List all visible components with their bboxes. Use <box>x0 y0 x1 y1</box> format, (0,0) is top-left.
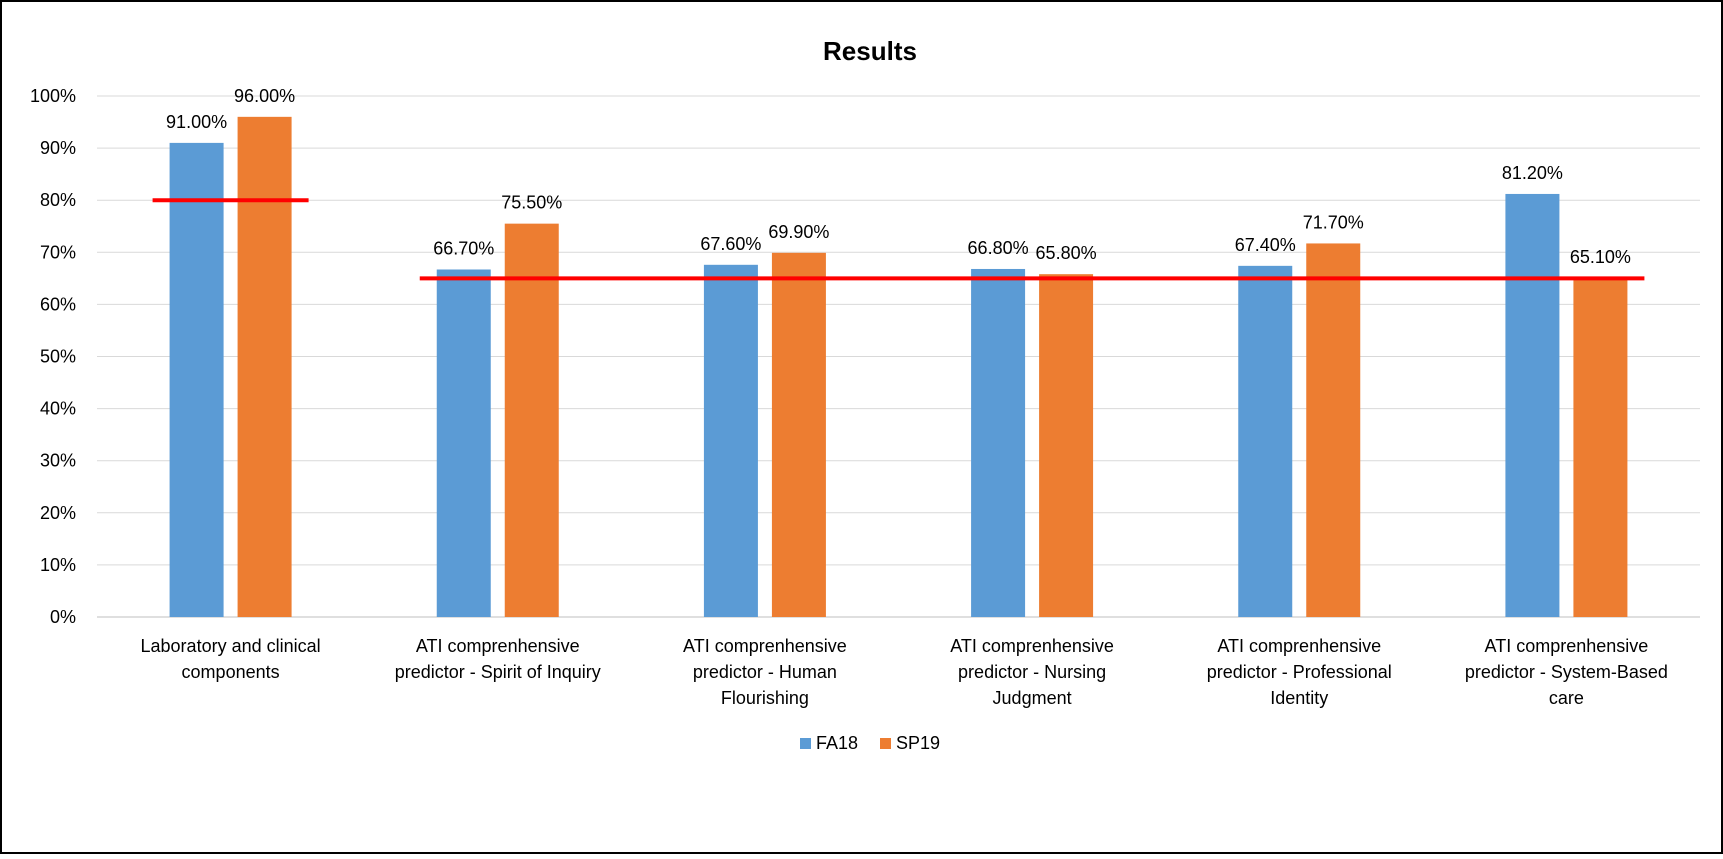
data-label-sp19-2: 69.90% <box>768 222 829 242</box>
bar-sp19-5 <box>1573 277 1628 617</box>
x-axis-categories: Laboratory and clinical components ATI com… <box>141 636 1668 708</box>
y-tick-label: 80% <box>40 190 76 210</box>
legend-swatch-sp19 <box>880 738 891 749</box>
bar-sp19-1 <box>504 223 559 617</box>
bar-sp19-2 <box>771 252 826 618</box>
data-label-fa18-0: 91.00% <box>166 112 227 132</box>
benchmark-lines <box>152 198 1645 281</box>
bar-fa18-5 <box>1505 193 1560 617</box>
y-tick-label: 100% <box>30 86 76 106</box>
data-label-sp19-4: 71.70% <box>1303 212 1364 232</box>
chart-title: Results <box>823 36 917 66</box>
data-label-sp19-1: 75.50% <box>501 193 562 213</box>
data-labels: 91.00% 66.70% 67.60% 66.80% 67.40% 81.20% 96.0… <box>166 86 1631 267</box>
y-tick-label: 40% <box>40 399 76 419</box>
y-tick-label: 20% <box>40 503 76 523</box>
data-label-fa18-2: 67.60% <box>700 234 761 254</box>
data-label-fa18-3: 66.80% <box>968 238 1029 258</box>
data-label-fa18-5: 81.20% <box>1502 163 1563 183</box>
bar-fa18-0 <box>169 142 224 617</box>
y-tick-label: 0% <box>50 607 76 627</box>
data-label-sp19-3: 65.80% <box>1036 243 1097 263</box>
legend-label-sp19: SP19 <box>896 733 940 753</box>
y-tick-label: 50% <box>40 347 76 367</box>
bar-fa18-4 <box>1238 265 1293 617</box>
y-tick-label: 30% <box>40 451 76 471</box>
data-label-sp19-0: 96.00% <box>234 86 295 106</box>
y-tick-label: 90% <box>40 138 76 158</box>
gridlines <box>97 95 1700 618</box>
x-category-label: ATI comprenhensive predictor - Profession… <box>1207 636 1392 708</box>
y-tick-label: 10% <box>40 555 76 575</box>
y-axis-ticks: 0% 10% 20% 30% 40% 50% 60% 70% 80% 90% 100% <box>30 86 76 627</box>
bar-fa18-1 <box>436 269 491 617</box>
bar-sp19-4 <box>1306 243 1361 617</box>
y-tick-label: 70% <box>40 242 76 262</box>
legend: FA18 SP19 <box>800 733 940 753</box>
bars <box>169 116 1628 618</box>
bar-sp19-3 <box>1039 274 1094 617</box>
legend-swatch-fa18 <box>800 738 811 749</box>
x-category-label: ATI comprenhensive predictor - Spirit of … <box>395 636 601 682</box>
bar-sp19-0 <box>237 116 292 617</box>
x-category-label: ATI comprenhensive predictor - Nursing Jud… <box>950 636 1114 708</box>
y-tick-label: 60% <box>40 294 76 314</box>
bar-fa18-3 <box>971 268 1026 617</box>
data-label-fa18-4: 67.40% <box>1235 235 1296 255</box>
legend-label-fa18: FA18 <box>816 733 858 753</box>
bar-fa18-2 <box>703 264 758 617</box>
x-category-label: Laboratory and clinical components <box>141 636 321 682</box>
x-category-label: ATI comprenhensive predictor - System-Bas… <box>1465 636 1668 708</box>
x-category-label: ATI comprenhensive predictor - Human Flour… <box>683 636 847 708</box>
data-label-fa18-1: 66.70% <box>433 238 494 258</box>
data-label-sp19-5: 65.10% <box>1570 247 1631 267</box>
